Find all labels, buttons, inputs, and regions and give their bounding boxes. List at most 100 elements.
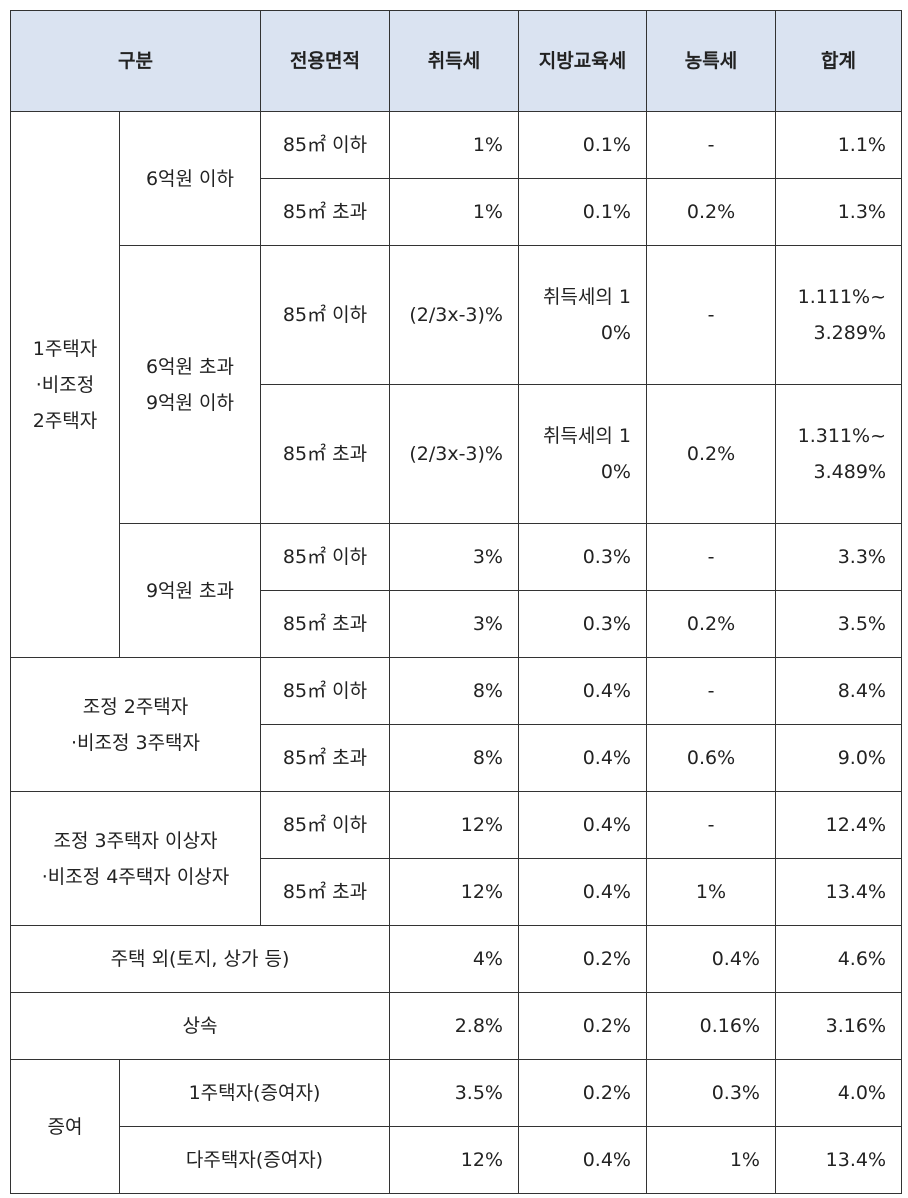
table-cell: 3.5% [775,590,902,658]
table-cell: 85㎡ 이하 [260,111,390,179]
table-cell: 증여 [10,1059,120,1194]
table-cell: - [646,657,776,725]
table-row: 다주택자(증여자) 12% 0.4% 1% 13.4% [11,1126,902,1194]
table-cell: 취득세의 10% [518,384,647,524]
table-cell: 4.0% [775,1059,902,1127]
table-cell: 4% [389,925,519,993]
table-cell: 1.3% [775,178,902,246]
table-cell: 0.2% [646,178,776,246]
header-cell: 합계 [775,10,902,112]
table-cell: 8.4% [775,657,902,725]
table-cell: 1% [389,111,519,179]
table-cell: 0.4% [518,724,647,792]
table-cell: 1.111%~3.289% [775,245,902,385]
table-row: 85㎡ 초과 (2/3x-3)% 취득세의 10% 0.2% 1.311%~3.489% [11,384,902,524]
table-cell: 12% [389,791,519,859]
table-cell: 85㎡ 이하 [260,791,390,859]
table-row: 주택 외(토지, 상가 등) 4% 0.2% 0.4% 4.6% [10,925,902,993]
table-cell: 조정 3주택자 이상자 ·비조정 4주택자 이상자 [10,791,261,926]
table-cell: (2/3x-3)% [389,245,519,385]
table-cell: 3.16% [775,992,902,1060]
table-cell: 1주택자(증여자) [119,1059,390,1127]
table-cell: 1% [646,1126,776,1194]
table-cell: 85㎡ 초과 [260,858,390,926]
table-cell: 6억원 초과 9억원 이하 [119,245,261,524]
table-cell: - [646,523,776,591]
table-cell: 0.2% [518,992,647,1060]
table-cell: 13.4% [775,1126,902,1194]
table-cell: 0.4% [646,925,776,993]
table-cell: 0.4% [518,791,647,859]
table-row: 85㎡ 초과 8% 0.4% 0.6% 9.0% [11,724,902,792]
table-cell: 85㎡ 초과 [260,724,390,792]
table-cell: 0.2% [518,1059,647,1127]
header-cell: 전용면적 [260,10,390,112]
table-cell: 0.16% [646,992,776,1060]
table-cell: 0.4% [518,657,647,725]
header-row: 구분 전용면적 취득세 지방교육세 농특세 합계 [10,10,902,112]
table-cell: 1.1% [775,111,902,179]
table-cell: - [646,245,776,385]
table-row: 85㎡ 초과 1% 0.1% 0.2% 1.3% [11,178,902,246]
table-cell: 0.2% [646,590,776,658]
table-cell: 0.2% [518,925,647,993]
table-cell: 85㎡ 이하 [260,245,390,385]
table-cell: 1주택자 ·비조정 2주택자 [10,111,120,658]
table-cell: 0.1% [518,111,647,179]
table-cell: 0.4% [518,1126,647,1194]
table-row: 조정 2주택자 ·비조정 3주택자 85㎡ 이하 8% 0.4% -8.4% [10,657,902,792]
table-cell: 12% [389,858,519,926]
table-cell: 2.8% [389,992,519,1060]
table-cell: 13.4% [775,858,902,926]
table-cell: 상속 [10,992,390,1060]
table-cell: - [646,111,776,179]
table-cell: 9억원 초과 [119,523,261,658]
table-cell: 12% [389,1126,519,1194]
table-cell: 85㎡ 초과 [260,384,390,524]
table-cell: 1% [389,178,519,246]
table-cell: 0.4% [518,858,647,926]
table-row: 1주택자 ·비조정 2주택자 6억원 이하 85㎡ 이하 1% 0.1% -1.1% [10,111,902,658]
table-cell: 8% [389,657,519,725]
table-cell: (2/3x-3)% [389,384,519,524]
table-cell: 85㎡ 이하 [260,523,390,591]
header-cell: 지방교육세 [518,10,647,112]
tax-table: 구분 전용면적 취득세 지방교육세 농특세 합계 1주택자 ·비조정 2주택자 6억원 이하… [10,10,902,1194]
table-cell: 0.3% [646,1059,776,1127]
table-cell: 0.6% [646,724,776,792]
table-cell: 85㎡ 초과 [260,590,390,658]
header-cell: 취득세 [389,10,519,112]
table-cell: 3% [389,523,519,591]
table-cell: 3% [389,590,519,658]
table-cell: 0.1% [518,178,647,246]
table-cell: - [646,791,776,859]
table-cell: 8% [389,724,519,792]
table-cell: 0.3% [518,590,647,658]
table-row: 9억원 초과 85㎡ 이하 3% 0.3% -3.3% [11,523,902,658]
table-cell: 주택 외(토지, 상가 등) [10,925,390,993]
table-body: 1주택자 ·비조정 2주택자 6억원 이하 85㎡ 이하 1% 0.1% -1.1% 85㎡… [10,111,902,1194]
table-cell: 85㎡ 이하 [260,657,390,725]
table-row: 85㎡ 초과 12% 0.4% 1% 13.4% [11,858,902,926]
table-cell: 0.2% [646,384,776,524]
table-cell: 다주택자(증여자) [119,1126,390,1194]
table-cell: 1.311%~3.489% [775,384,902,524]
table-row: 증여 1주택자(증여자) 3.5% 0.2% 0.3% 4.0% [10,1059,902,1194]
table-cell: 취득세의 10% [518,245,647,385]
table-cell: 85㎡ 초과 [260,178,390,246]
header-cell: 농특세 [646,10,776,112]
table-cell: 3.5% [389,1059,519,1127]
table-cell: 0.3% [518,523,647,591]
table-cell: 9.0% [775,724,902,792]
table-cell: 조정 2주택자 ·비조정 3주택자 [10,657,261,792]
table-cell: 12.4% [775,791,902,859]
table-cell: 6억원 이하 [119,111,261,246]
table-cell: 4.6% [775,925,902,993]
table-row: 6억원 초과 9억원 이하 85㎡ 이하 (2/3x-3)% 취득세의 10% -1.1… [11,245,902,524]
table-row: 조정 3주택자 이상자 ·비조정 4주택자 이상자 85㎡ 이하 12% 0.4% -1… [10,791,902,926]
header-cell: 구분 [10,10,261,112]
table-row: 상속 2.8% 0.2% 0.16% 3.16% [10,992,902,1060]
table-cell: 3.3% [775,523,902,591]
table-cell: 1% [646,858,776,926]
